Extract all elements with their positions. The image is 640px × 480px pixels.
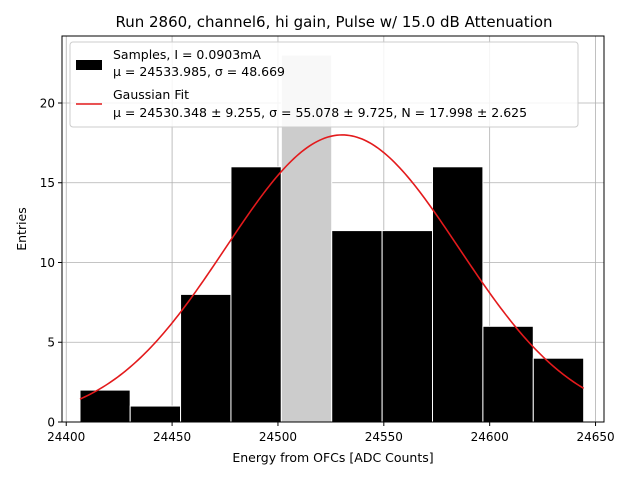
- legend-swatch-samples: [76, 60, 102, 70]
- legend-frame: [69, 41, 579, 128]
- y-axis-ticks: 0 5 10 15 20: [40, 96, 62, 430]
- histogram-bar: [532, 357, 585, 423]
- x-axis-label: Energy from OFCs [ADC Counts]: [232, 450, 433, 465]
- gaussian-fit-curve: [79, 134, 585, 400]
- x-tick-label: 24400: [47, 430, 85, 444]
- histogram-bar: [180, 293, 232, 423]
- x-tick-label: 24550: [365, 430, 403, 444]
- y-tick-label: 0: [47, 416, 55, 430]
- x-axis-ticks: 24400 24450 24500 24550 24600 24650: [47, 422, 615, 444]
- x-tick-label: 24500: [259, 430, 297, 444]
- histogram-bar: [230, 166, 282, 423]
- legend-fit-stats: μ = 24530.348 ± 9.255, σ = 55.078 ± 9.72…: [113, 105, 527, 120]
- legend-samples-stats: μ = 24533.985, σ = 48.669: [113, 64, 285, 79]
- legend-samples-label: Samples, I = 0.0903mA: [113, 47, 261, 62]
- y-tick-label: 10: [40, 256, 55, 270]
- x-tick-label: 24650: [576, 430, 614, 444]
- chart-title: Run 2860, channel6, hi gain, Pulse w/ 15…: [115, 13, 552, 31]
- histogram-bar: [331, 230, 383, 423]
- histogram-bar: [129, 405, 182, 423]
- legend-fit-label: Gaussian Fit: [113, 87, 189, 102]
- x-tick-label: 24600: [471, 430, 509, 444]
- legend: Samples, I = 0.0903mA μ = 24533.985, σ =…: [69, 41, 579, 128]
- y-tick-label: 20: [40, 96, 55, 110]
- y-axis-label: Entries: [14, 207, 29, 251]
- x-tick-label: 24450: [153, 430, 191, 444]
- histogram-bar: [381, 230, 434, 423]
- y-tick-label: 15: [40, 176, 55, 190]
- y-tick-label: 5: [47, 336, 55, 350]
- histogram-bar: [432, 166, 484, 423]
- plot-frame: [61, 35, 605, 423]
- histogram-bar: [482, 325, 534, 423]
